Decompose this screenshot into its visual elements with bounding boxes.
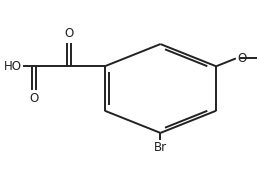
Text: HO: HO bbox=[3, 60, 21, 73]
Text: O: O bbox=[237, 52, 246, 65]
Text: O: O bbox=[65, 27, 74, 40]
Text: Br: Br bbox=[154, 141, 167, 154]
Text: O: O bbox=[30, 92, 39, 105]
